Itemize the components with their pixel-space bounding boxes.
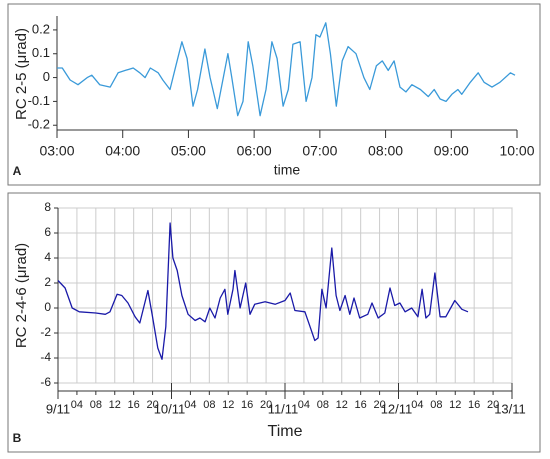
x-tick-label: 20 bbox=[146, 399, 158, 411]
data-line bbox=[57, 222, 469, 360]
x-tick-label: 12 bbox=[222, 399, 234, 411]
x-tick-label: 13/11 bbox=[494, 401, 526, 416]
x-tick-label: 08 bbox=[317, 399, 329, 411]
x-tick-label: 08 bbox=[203, 399, 215, 411]
x-tick-label: 16 bbox=[241, 399, 253, 411]
y-tick-label: 6 bbox=[44, 225, 51, 239]
data-line bbox=[57, 22, 516, 117]
panel-label: A bbox=[13, 164, 22, 178]
x-tick-label: 08:00 bbox=[368, 143, 403, 159]
x-tick-label: 16 bbox=[128, 399, 140, 411]
x-tick-label: 08 bbox=[430, 399, 442, 411]
x-tick-label: 04 bbox=[298, 399, 310, 411]
x-tick-label: 16 bbox=[355, 399, 367, 411]
y-tick-label: -0.2 bbox=[28, 117, 50, 132]
y-tick-label: 2 bbox=[44, 275, 51, 289]
panel-frame bbox=[7, 192, 541, 453]
x-tick-label: 9/11 bbox=[46, 401, 70, 416]
x-tick-label: 16 bbox=[468, 399, 480, 411]
x-tick-label: 12 bbox=[109, 399, 121, 411]
y-tick-label: 0 bbox=[44, 300, 51, 314]
x-tick-label: 12 bbox=[336, 399, 348, 411]
x-tick-label: 20 bbox=[373, 399, 385, 411]
y-tick-label: -4 bbox=[40, 350, 51, 364]
x-tick-label: 20 bbox=[487, 399, 499, 411]
y-tick-label: -0.1 bbox=[28, 93, 50, 108]
panel-label: B bbox=[13, 431, 22, 445]
y-tick-label: 4 bbox=[44, 250, 51, 264]
x-tick-label: 12 bbox=[449, 399, 461, 411]
y-tick-label: 0.1 bbox=[32, 45, 50, 60]
x-tick-label: 06:00 bbox=[237, 143, 272, 159]
x-tick-label: 07:00 bbox=[302, 143, 337, 159]
y-tick-label: 8 bbox=[44, 200, 51, 214]
x-tick-label: 05:00 bbox=[171, 143, 206, 159]
x-axis-title: Time bbox=[268, 423, 303, 440]
y-tick-label: 0 bbox=[43, 69, 50, 84]
panel-frame bbox=[7, 3, 541, 186]
x-axis-title: time bbox=[274, 162, 301, 178]
y-tick-label: 0.2 bbox=[32, 21, 50, 36]
x-tick-label: 09:00 bbox=[434, 143, 469, 159]
x-tick-label: 03:00 bbox=[39, 143, 74, 159]
x-tick-label: 08 bbox=[90, 399, 102, 411]
y-axis-title: RC 2-5 (μrad) bbox=[13, 28, 30, 120]
y-tick-label: -6 bbox=[40, 375, 51, 389]
y-tick-label: -2 bbox=[40, 325, 51, 339]
x-tick-label: 20 bbox=[260, 399, 272, 411]
x-tick-label: 04 bbox=[71, 399, 83, 411]
x-tick-label: 04:00 bbox=[105, 143, 140, 159]
x-tick-label: 04 bbox=[411, 399, 423, 411]
x-tick-label: 10:00 bbox=[499, 143, 534, 159]
x-tick-label: 04 bbox=[184, 399, 196, 411]
x-tick-label: 12/11 bbox=[381, 401, 413, 416]
x-tick-label: 10/11 bbox=[154, 401, 186, 416]
y-axis-title: RC 2-4-6 (μrad) bbox=[13, 243, 30, 348]
x-tick-label: 11/11 bbox=[268, 401, 299, 416]
